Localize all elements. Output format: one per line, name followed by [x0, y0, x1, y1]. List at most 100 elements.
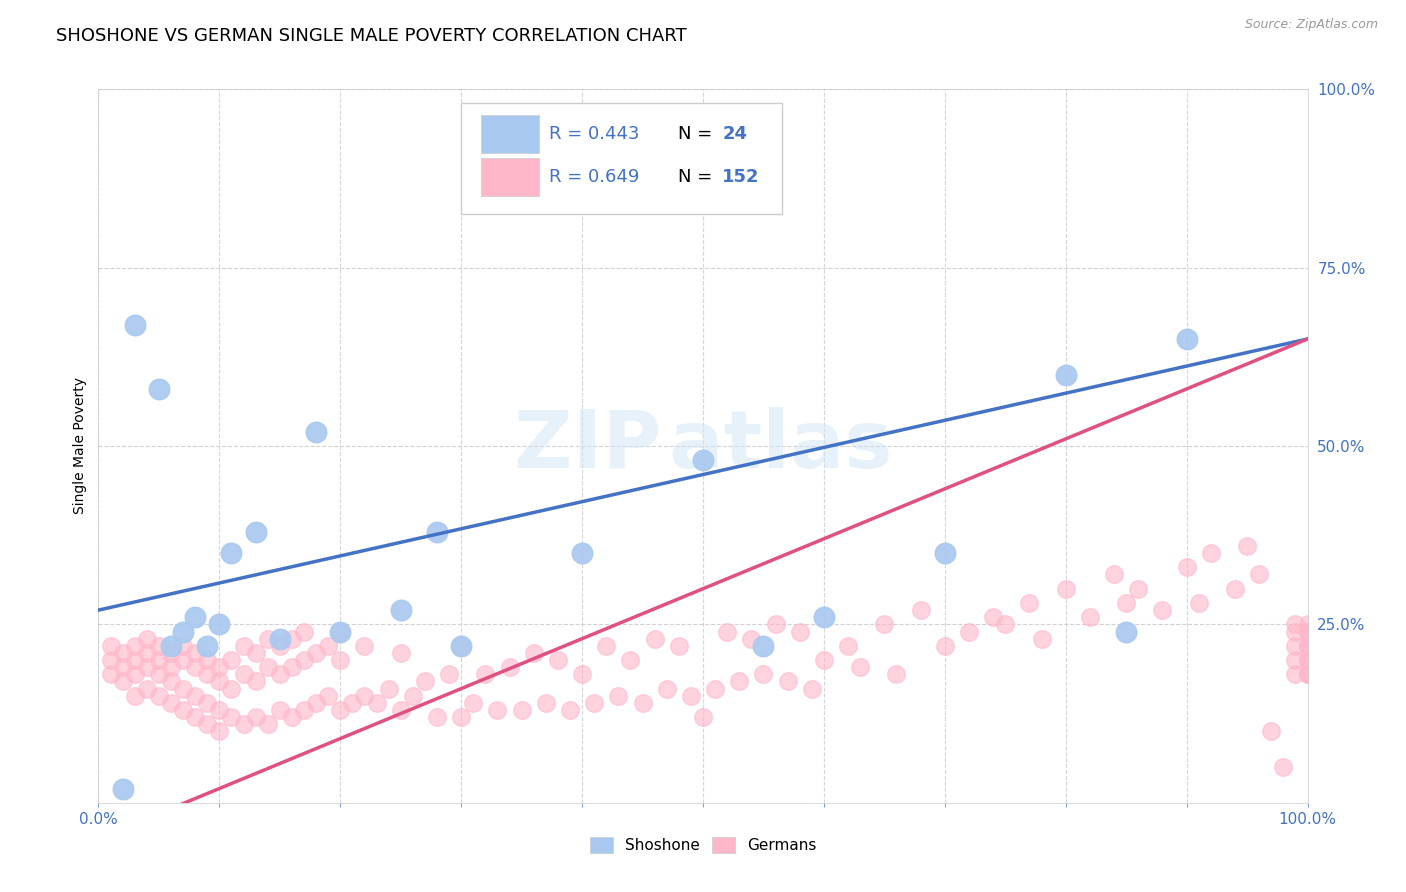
Point	[292, 653, 315, 667]
Point	[172, 681, 194, 696]
Text: N =: N =	[678, 125, 711, 143]
Point	[305, 646, 328, 660]
Text: R = 0.649: R = 0.649	[550, 168, 640, 186]
Point	[316, 689, 339, 703]
Point	[1223, 582, 1246, 596]
Point	[728, 674, 751, 689]
Point	[389, 703, 412, 717]
Point	[1284, 639, 1306, 653]
Point	[221, 681, 243, 696]
Point	[389, 603, 412, 617]
Point	[1284, 667, 1306, 681]
Point	[1188, 596, 1211, 610]
Point	[184, 646, 207, 660]
Point	[668, 639, 690, 653]
Point	[100, 639, 122, 653]
Point	[245, 646, 267, 660]
Point	[377, 681, 399, 696]
Point	[571, 667, 593, 681]
Point	[1175, 560, 1198, 574]
Point	[1296, 624, 1319, 639]
Point	[789, 624, 811, 639]
Point	[100, 667, 122, 681]
Point	[631, 696, 654, 710]
Point	[148, 667, 170, 681]
Point	[1296, 624, 1319, 639]
Point	[329, 703, 352, 717]
Text: Source: ZipAtlas.com: Source: ZipAtlas.com	[1244, 18, 1378, 31]
Point	[269, 667, 291, 681]
Point	[281, 710, 304, 724]
Point	[292, 703, 315, 717]
Point	[450, 710, 472, 724]
Point	[100, 653, 122, 667]
Point	[813, 610, 835, 624]
Point	[124, 639, 146, 653]
Point	[981, 610, 1004, 624]
Text: N =: N =	[678, 168, 711, 186]
Point	[1296, 653, 1319, 667]
Point	[426, 524, 449, 539]
Point	[934, 639, 956, 653]
Point	[849, 660, 872, 674]
Point	[474, 667, 496, 681]
Point	[135, 632, 157, 646]
Point	[160, 646, 183, 660]
Point	[837, 639, 859, 653]
Point	[195, 717, 218, 731]
Point	[172, 639, 194, 653]
Point	[583, 696, 606, 710]
Point	[389, 646, 412, 660]
Point	[752, 667, 775, 681]
Point	[413, 674, 436, 689]
Point	[704, 681, 727, 696]
Text: 24: 24	[723, 125, 748, 143]
Point	[644, 632, 666, 646]
Point	[184, 689, 207, 703]
FancyBboxPatch shape	[461, 103, 782, 214]
Point	[1272, 760, 1295, 774]
Point	[1284, 653, 1306, 667]
Point	[148, 639, 170, 653]
Text: SHOSHONE VS GERMAN SINGLE MALE POVERTY CORRELATION CHART: SHOSHONE VS GERMAN SINGLE MALE POVERTY C…	[56, 27, 688, 45]
Point	[1128, 582, 1150, 596]
Point	[329, 653, 352, 667]
Point	[1199, 546, 1222, 560]
Point	[752, 639, 775, 653]
Point	[160, 674, 183, 689]
Point	[148, 653, 170, 667]
Point	[124, 653, 146, 667]
Point	[269, 639, 291, 653]
Point	[1296, 639, 1319, 653]
Point	[776, 674, 799, 689]
Point	[1284, 624, 1306, 639]
Point	[256, 717, 278, 731]
Point	[160, 696, 183, 710]
Point	[957, 624, 980, 639]
Point	[111, 646, 134, 660]
Point	[135, 660, 157, 674]
Point	[800, 681, 823, 696]
Point	[934, 546, 956, 560]
Point	[305, 696, 328, 710]
Point	[402, 689, 425, 703]
Text: 152: 152	[723, 168, 759, 186]
Point	[1054, 582, 1077, 596]
FancyBboxPatch shape	[481, 115, 538, 153]
Point	[498, 660, 520, 674]
Point	[910, 603, 932, 617]
Point	[184, 610, 207, 624]
Point	[655, 681, 678, 696]
Point	[281, 632, 304, 646]
Point	[221, 546, 243, 560]
Point	[1031, 632, 1053, 646]
Point	[124, 318, 146, 332]
Point	[172, 624, 194, 639]
Point	[245, 710, 267, 724]
Point	[1296, 624, 1319, 639]
Point	[1115, 596, 1137, 610]
Point	[245, 524, 267, 539]
Point	[510, 703, 533, 717]
Point	[437, 667, 460, 681]
Point	[135, 646, 157, 660]
